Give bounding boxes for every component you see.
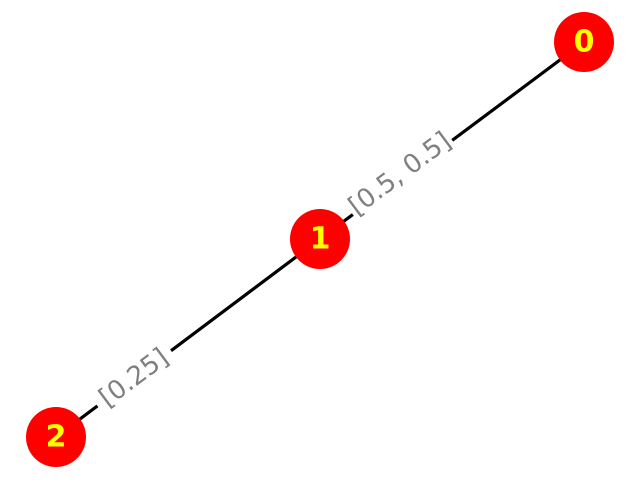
node-2: 2 xyxy=(26,407,86,467)
node-2-circle xyxy=(26,407,86,467)
node-1: 1 xyxy=(290,209,350,269)
node-0-label: 0 xyxy=(574,25,595,60)
node-1-label: 1 xyxy=(310,222,331,257)
node-0: 0 xyxy=(554,12,614,72)
node-2-label: 2 xyxy=(46,420,67,455)
edge-label-1-2: [0.25] xyxy=(85,334,183,422)
edge-1-2 xyxy=(55,237,321,439)
edge-label-0-1-background xyxy=(338,120,462,228)
edge-label-1-2-background xyxy=(85,334,183,422)
edge-label-0-1: [0.5, 0.5] xyxy=(338,120,462,228)
edge-label-0-1-text: [0.5, 0.5] xyxy=(343,126,457,221)
node-1-circle xyxy=(290,209,350,269)
node-0-circle xyxy=(554,12,614,72)
